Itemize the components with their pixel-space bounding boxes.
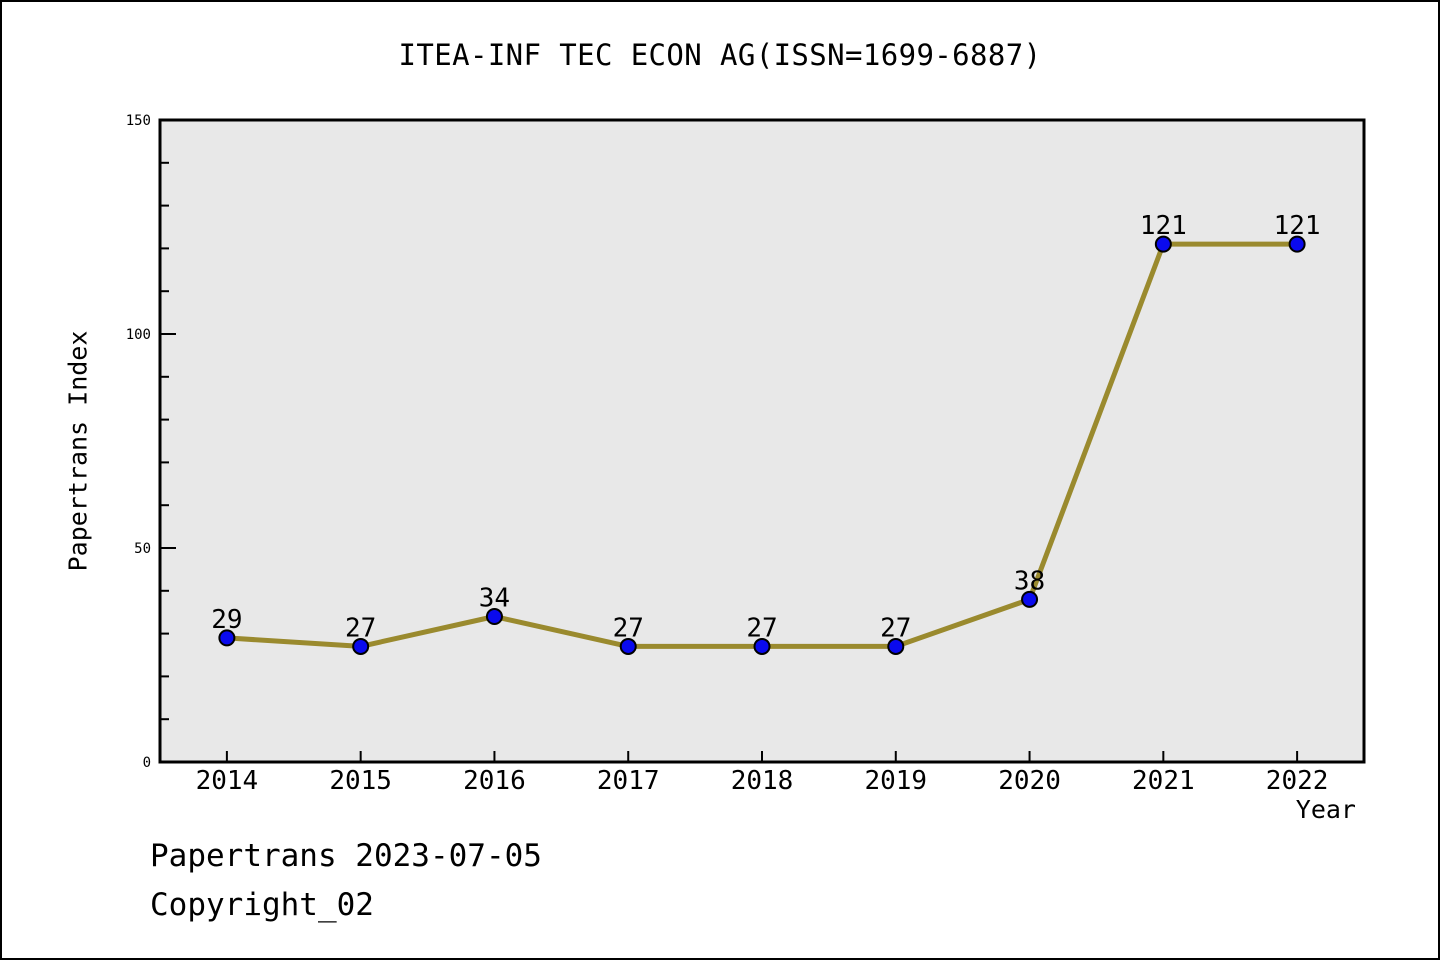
x-tick-label: 2015 [329, 766, 392, 796]
data-point-label: 29 [211, 605, 242, 635]
x-axis-label: Year [1295, 795, 1356, 824]
data-point-label: 27 [345, 613, 376, 643]
data-point-marker [352, 637, 370, 655]
plot-spines [158, 118, 1366, 764]
x-tick-label: 2016 [463, 766, 526, 796]
x-tick-label: 2017 [597, 766, 660, 796]
data-point-marker [753, 637, 771, 655]
data-point-marker [1288, 235, 1306, 253]
data-point-marker [485, 607, 503, 625]
chart-title: ITEA-INF TEC ECON AG(ISSN=1699-6887) [398, 38, 1042, 72]
data-point-label: 121 [1140, 211, 1187, 241]
x-tick-label: 2019 [864, 766, 927, 796]
y-tick-label: 100 [126, 327, 151, 343]
watermark-source-date: Papertrans 2023-07-05 [150, 838, 542, 874]
x-tick-label: 2020 [998, 766, 1061, 796]
data-point-marker [619, 637, 637, 655]
data-point-marker [887, 637, 905, 655]
y-tick-label: 0 [143, 755, 151, 771]
data-point-label: 121 [1274, 211, 1321, 241]
x-tick-label: 2021 [1132, 766, 1195, 796]
x-tick-label: 2018 [731, 766, 794, 796]
x-tick-label: 2022 [1266, 766, 1329, 796]
data-point-label: 27 [613, 613, 644, 643]
data-point-label: 34 [479, 583, 510, 613]
watermark-copyright: Copyright_02 [150, 887, 374, 923]
x-tick-label: 2014 [196, 766, 259, 796]
y-tick-label: 50 [134, 541, 151, 557]
data-point-marker [1021, 590, 1039, 608]
data-point-marker [1154, 235, 1172, 253]
plot-area-background [160, 120, 1364, 762]
data-point-label: 27 [880, 613, 911, 643]
data-point-label: 38 [1014, 566, 1045, 596]
data-point-label: 27 [746, 613, 777, 643]
y-tick-label: 150 [126, 113, 151, 129]
data-point-marker [218, 629, 236, 647]
